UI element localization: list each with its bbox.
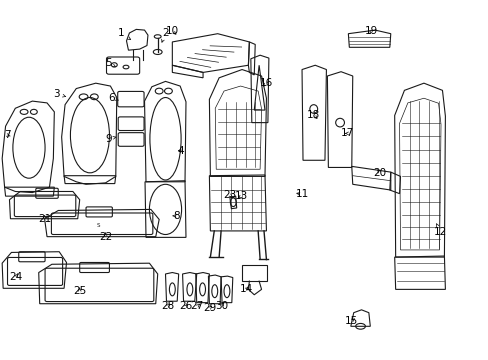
Text: 22: 22 xyxy=(99,232,112,242)
Bar xyxy=(242,265,267,281)
Text: 21: 21 xyxy=(38,215,51,224)
Text: 13: 13 xyxy=(234,191,247,201)
Text: 19: 19 xyxy=(364,26,377,36)
Text: 6: 6 xyxy=(108,93,118,103)
Text: 24: 24 xyxy=(10,272,23,282)
Text: 16: 16 xyxy=(259,78,272,88)
Text: 8: 8 xyxy=(173,211,179,221)
Text: 25: 25 xyxy=(73,286,86,296)
Text: 2: 2 xyxy=(162,28,168,42)
Text: 18: 18 xyxy=(306,111,320,121)
Text: 17: 17 xyxy=(341,129,354,138)
Text: 28: 28 xyxy=(161,301,174,311)
Text: 3: 3 xyxy=(53,89,65,99)
Text: 7: 7 xyxy=(4,130,11,140)
Text: 20: 20 xyxy=(373,168,386,178)
Text: 23: 23 xyxy=(223,190,236,200)
Text: 4: 4 xyxy=(178,146,184,156)
Text: 15: 15 xyxy=(345,316,358,325)
Text: 29: 29 xyxy=(203,303,216,314)
Text: S: S xyxy=(96,223,100,228)
Text: 26: 26 xyxy=(179,301,192,311)
Text: 27: 27 xyxy=(190,301,203,311)
Text: 30: 30 xyxy=(215,301,228,311)
Text: 12: 12 xyxy=(433,224,446,237)
Text: 11: 11 xyxy=(295,189,308,199)
Text: 9: 9 xyxy=(105,134,116,144)
Text: 1: 1 xyxy=(118,28,130,40)
Text: 10: 10 xyxy=(165,26,179,36)
Text: 14: 14 xyxy=(239,284,252,294)
Text: 5: 5 xyxy=(105,58,115,68)
